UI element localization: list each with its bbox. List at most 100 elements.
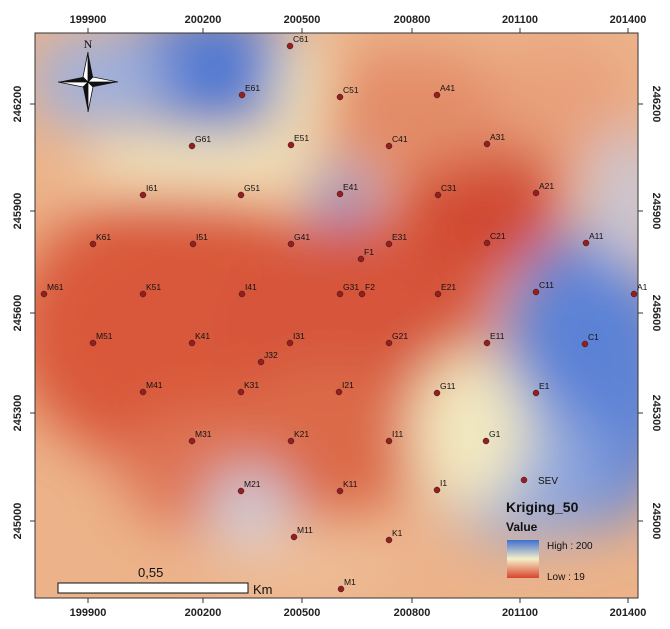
y-axis-left: 246200 245900 245600 245300 245000 <box>12 86 35 539</box>
sample-point-label: F2 <box>365 282 375 292</box>
sample-point: E1 <box>532 381 550 397</box>
sample-point: C1 <box>581 332 599 348</box>
sample-point-marker <box>385 536 393 544</box>
sample-point-label: A11 <box>589 231 604 241</box>
sample-point-marker <box>482 437 490 445</box>
sample-point-marker <box>336 290 344 298</box>
sample-point-marker <box>238 91 246 99</box>
sample-point-label: K21 <box>294 429 309 439</box>
sample-point: I1 <box>433 478 447 494</box>
sample-point: C51 <box>336 85 359 101</box>
sample-point-label: A41 <box>440 83 455 93</box>
sample-point: K1 <box>385 528 403 544</box>
x-tick-label-top: 199900 <box>70 14 107 26</box>
sample-point-marker <box>139 191 147 199</box>
sample-point: G61 <box>188 134 211 150</box>
sample-point-marker <box>287 141 295 149</box>
sample-point: A21 <box>532 181 554 197</box>
sample-point: E31 <box>385 232 407 248</box>
y-tick-label-left: 245600 <box>12 295 24 332</box>
sample-point-label: I51 <box>196 232 208 242</box>
x-tick-label-bottom: 200200 <box>185 607 222 619</box>
y-axis-right: 246200 245900 245600 245300 245000 <box>638 86 662 539</box>
sample-points: C61 E61 C51 A41 G61 E51 C41 A31 I61 G51 E41 C31 A21 K… <box>40 34 648 593</box>
sample-point: I31 <box>286 331 305 347</box>
sample-point-label: I21 <box>342 380 354 390</box>
sample-point-label: G51 <box>244 183 260 193</box>
sample-point: M1 <box>337 577 356 593</box>
sample-point-marker <box>483 339 491 347</box>
sample-point: A1 <box>630 282 648 298</box>
sample-point-label: G21 <box>392 331 408 341</box>
sample-point-marker <box>630 290 638 298</box>
sample-point-label: M41 <box>146 380 163 390</box>
sample-point: A41 <box>433 83 455 99</box>
interpolated-surface <box>35 33 638 598</box>
sample-point-label: C31 <box>441 183 457 193</box>
x-tick-label-top: 201100 <box>502 14 538 26</box>
sample-point: K51 <box>139 282 161 298</box>
sample-point-label: G11 <box>440 381 456 391</box>
sample-point-marker <box>336 190 344 198</box>
x-tick-label-top: 201400 <box>610 14 647 26</box>
sample-point-label: G41 <box>294 232 310 242</box>
sample-point-marker <box>483 239 491 247</box>
sample-point-marker <box>188 437 196 445</box>
sample-point-label: F1 <box>364 247 374 257</box>
sample-point: C11 <box>532 280 554 296</box>
sample-point: A11 <box>582 231 604 247</box>
x-tick-label-bottom: 200800 <box>394 607 431 619</box>
sample-point: G51 <box>237 183 260 199</box>
sample-point: E51 <box>287 133 309 149</box>
y-tick-label-right: 245300 <box>650 395 662 432</box>
sample-point: E11 <box>483 331 505 347</box>
sample-point-label: C41 <box>392 134 408 144</box>
sample-point-marker <box>532 288 540 296</box>
sample-point-label: A1 <box>637 282 648 292</box>
sample-point-marker <box>336 487 344 495</box>
legend-high-label: High : 200 <box>547 541 593 552</box>
sample-point-marker <box>188 142 196 150</box>
sample-point: F2 <box>358 282 375 298</box>
sample-point-label: M61 <box>47 282 64 292</box>
sample-point-label: E1 <box>539 381 550 391</box>
sample-point-label: K51 <box>146 282 161 292</box>
sample-point-label: I11 <box>392 429 403 439</box>
sample-point-label: G1 <box>489 429 501 439</box>
sample-point: M21 <box>237 479 261 495</box>
sample-point-label: G31 <box>343 282 359 292</box>
sample-point-marker <box>357 255 365 263</box>
sample-point-label: M1 <box>344 577 356 587</box>
scale-bar: 0,55 Km <box>57 565 273 597</box>
sample-point-marker <box>358 290 366 298</box>
y-tick-label-left: 245900 <box>12 193 24 230</box>
sample-point: K31 <box>237 380 259 396</box>
sample-point-label: I61 <box>146 183 158 193</box>
y-tick-label-right: 246200 <box>650 86 662 123</box>
sample-point: C61 <box>286 34 309 50</box>
sample-point-marker <box>237 388 245 396</box>
sample-point: A31 <box>483 132 505 148</box>
y-tick-label-left: 246200 <box>12 86 24 123</box>
sample-point: I21 <box>335 380 354 396</box>
x-tick-label-top: 200800 <box>394 14 431 26</box>
sample-point: G31 <box>336 282 359 298</box>
scale-value: 0,55 <box>138 565 163 580</box>
sample-point-marker <box>581 340 589 348</box>
sample-point-label: M21 <box>244 479 261 489</box>
sample-point: C31 <box>434 183 457 199</box>
sample-point: M41 <box>139 380 163 396</box>
sample-point: K11 <box>336 479 358 495</box>
sample-point: M51 <box>89 331 113 347</box>
sample-point-marker <box>189 240 197 248</box>
sample-point: F1 <box>357 247 374 263</box>
x-tick-label-top: 200500 <box>284 14 321 26</box>
sample-point: M31 <box>188 429 212 445</box>
sample-point: I61 <box>139 183 158 199</box>
sample-point: E41 <box>336 182 358 198</box>
sample-point-marker <box>433 486 441 494</box>
map-border <box>34 32 639 599</box>
sample-point-label: K41 <box>195 331 210 341</box>
sample-point: G11 <box>433 381 456 397</box>
sample-point-label: A21 <box>539 181 554 191</box>
